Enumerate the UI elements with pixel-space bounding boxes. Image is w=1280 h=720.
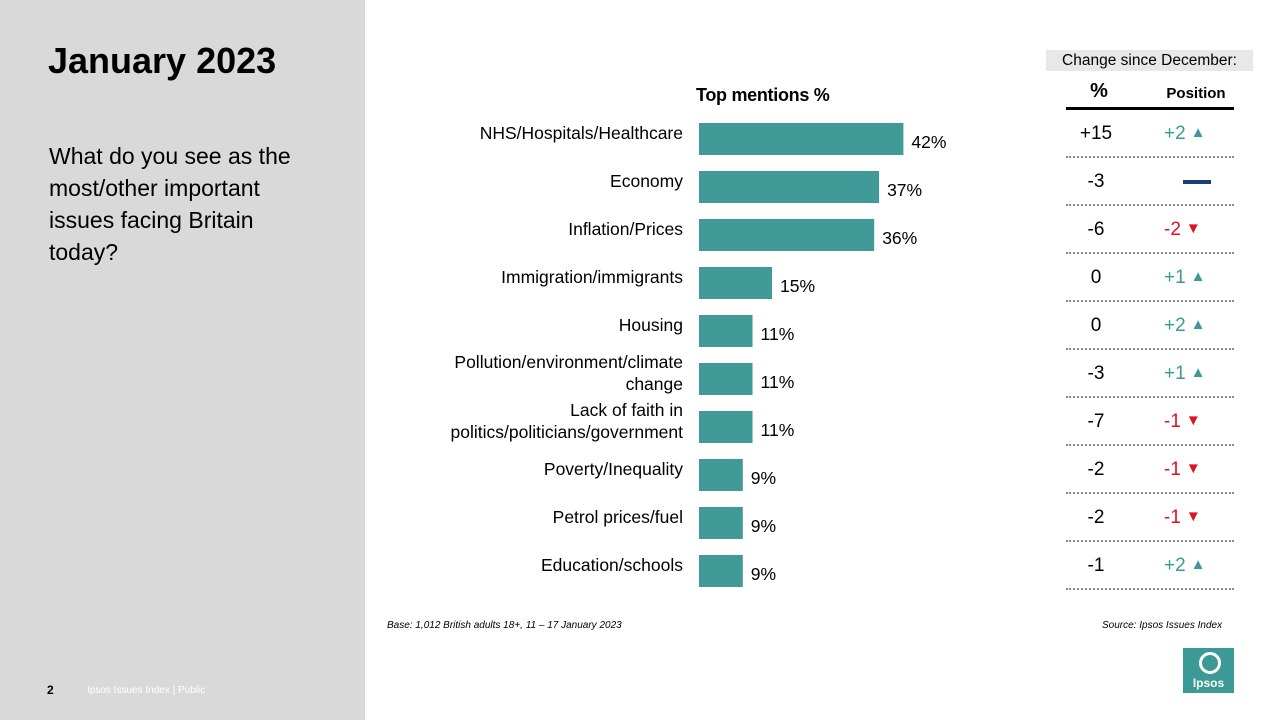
value-label: 11%: [761, 372, 795, 392]
value-label: 9%: [751, 468, 776, 488]
change-row: -1 +2 ▲: [1066, 542, 1234, 590]
change-row: -2 -1 ▼: [1066, 446, 1234, 494]
bar: [699, 459, 743, 491]
change-table: +15 +2 ▲ -3 -6 -2 ▼ 0 +1 ▲ 0 +2 ▲ -3 +1 ▲ -7 -1 ▼ -2 -1 ▼ -2 -1…: [1066, 110, 1234, 590]
pct-change: -7: [1087, 411, 1105, 432]
value-label: 11%: [761, 420, 795, 440]
bar: [699, 555, 743, 587]
footer-label: Ipsos Issues Index | Public: [87, 685, 206, 696]
triangle-down-icon: ▼: [1185, 220, 1201, 237]
change-row: -3: [1066, 158, 1234, 206]
bar: [699, 315, 753, 347]
pct-change: -1: [1087, 555, 1105, 576]
no-change-dash-icon: [1183, 180, 1211, 184]
category-label: Petrol prices/fuel: [553, 507, 683, 527]
category-label: Pollution/environment/climate change: [454, 352, 683, 394]
position-change: -1 ▼: [1164, 411, 1201, 432]
change-row: -3 +1 ▲: [1066, 350, 1234, 398]
base-note: Base: 1,012 British adults 18+, 11 – 17 …: [387, 620, 622, 631]
bar: [699, 267, 772, 299]
change-row: -6 -2 ▼: [1066, 206, 1234, 254]
pct-change: -2: [1087, 507, 1105, 528]
position-change: +1 ▲: [1164, 267, 1206, 288]
category-label: Inflation/Prices: [568, 219, 683, 239]
category-label: Housing: [619, 315, 683, 335]
logo-text: Ipsos: [1192, 676, 1225, 690]
pct-change: 0: [1090, 267, 1102, 288]
triangle-up-icon: ▲: [1190, 556, 1206, 573]
value-label: 15%: [780, 276, 815, 296]
bar-chart: 42% NHS/Hospitals/Healthcare 37% Economy 36%…: [451, 123, 946, 587]
change-row: -2 -1 ▼: [1066, 494, 1234, 542]
change-row: +15 +2 ▲: [1066, 110, 1234, 158]
position-change: +1 ▲: [1164, 363, 1206, 384]
bar: [699, 219, 875, 251]
source-note: Source: Ipsos Issues Index: [1102, 620, 1223, 631]
pct-change: -3: [1087, 363, 1105, 384]
page-number: 2: [47, 683, 54, 697]
triangle-up-icon: ▲: [1190, 316, 1206, 333]
pct-change: +15: [1079, 123, 1113, 144]
bar: [699, 363, 753, 395]
category-label: Immigration/immigrants: [501, 267, 683, 287]
value-label: 37%: [887, 180, 922, 200]
triangle-down-icon: ▼: [1185, 508, 1201, 525]
ipsos-logo: Ipsos: [1183, 648, 1234, 693]
slide-title: January 2023: [48, 40, 277, 81]
column-header-position: Position: [1166, 85, 1226, 102]
value-label: 42%: [911, 132, 946, 152]
bar: [699, 171, 880, 203]
value-label: 9%: [751, 564, 776, 584]
category-label: Poverty/Inequality: [544, 459, 683, 479]
category-label: Lack of faith in politics/politicians/gov…: [451, 400, 684, 442]
value-label: 9%: [751, 516, 776, 536]
category-label: Economy: [610, 171, 683, 191]
position-change: -2 ▼: [1164, 219, 1201, 240]
column-header-pct: %: [1090, 80, 1108, 102]
value-label: 11%: [761, 324, 795, 344]
pct-change: -3: [1087, 171, 1105, 192]
change-row: -7 -1 ▼: [1066, 398, 1234, 446]
bar: [699, 411, 753, 443]
triangle-down-icon: ▼: [1185, 412, 1201, 429]
triangle-up-icon: ▲: [1190, 124, 1206, 141]
chart-title: Top mentions %: [696, 85, 830, 105]
triangle-up-icon: ▲: [1190, 268, 1206, 285]
position-change: +2 ▲: [1164, 123, 1206, 144]
triangle-up-icon: ▲: [1190, 364, 1206, 381]
pct-change: 0: [1090, 315, 1102, 336]
category-label: NHS/Hospitals/Healthcare: [480, 123, 683, 143]
triangle-down-icon: ▼: [1185, 460, 1201, 477]
survey-question: What do you see as the most/other import…: [49, 143, 291, 265]
category-label: Education/schools: [541, 555, 683, 575]
change-row: 0 +1 ▲: [1066, 254, 1234, 302]
value-label: 36%: [882, 228, 917, 248]
position-change: -1 ▼: [1164, 507, 1201, 528]
sidebar-panel: [0, 0, 365, 720]
position-change: +2 ▲: [1164, 315, 1206, 336]
logo-mark-icon: [1199, 652, 1221, 674]
change-row: 0 +2 ▲: [1066, 302, 1234, 350]
header-rule: [1066, 107, 1234, 110]
bar: [699, 507, 743, 539]
position-change: +2 ▲: [1164, 555, 1206, 576]
pct-change: -6: [1087, 219, 1105, 240]
pct-change: -2: [1087, 459, 1105, 480]
change-header: Change since December:: [1046, 50, 1253, 71]
bar: [699, 123, 904, 155]
position-change: -1 ▼: [1164, 459, 1201, 480]
